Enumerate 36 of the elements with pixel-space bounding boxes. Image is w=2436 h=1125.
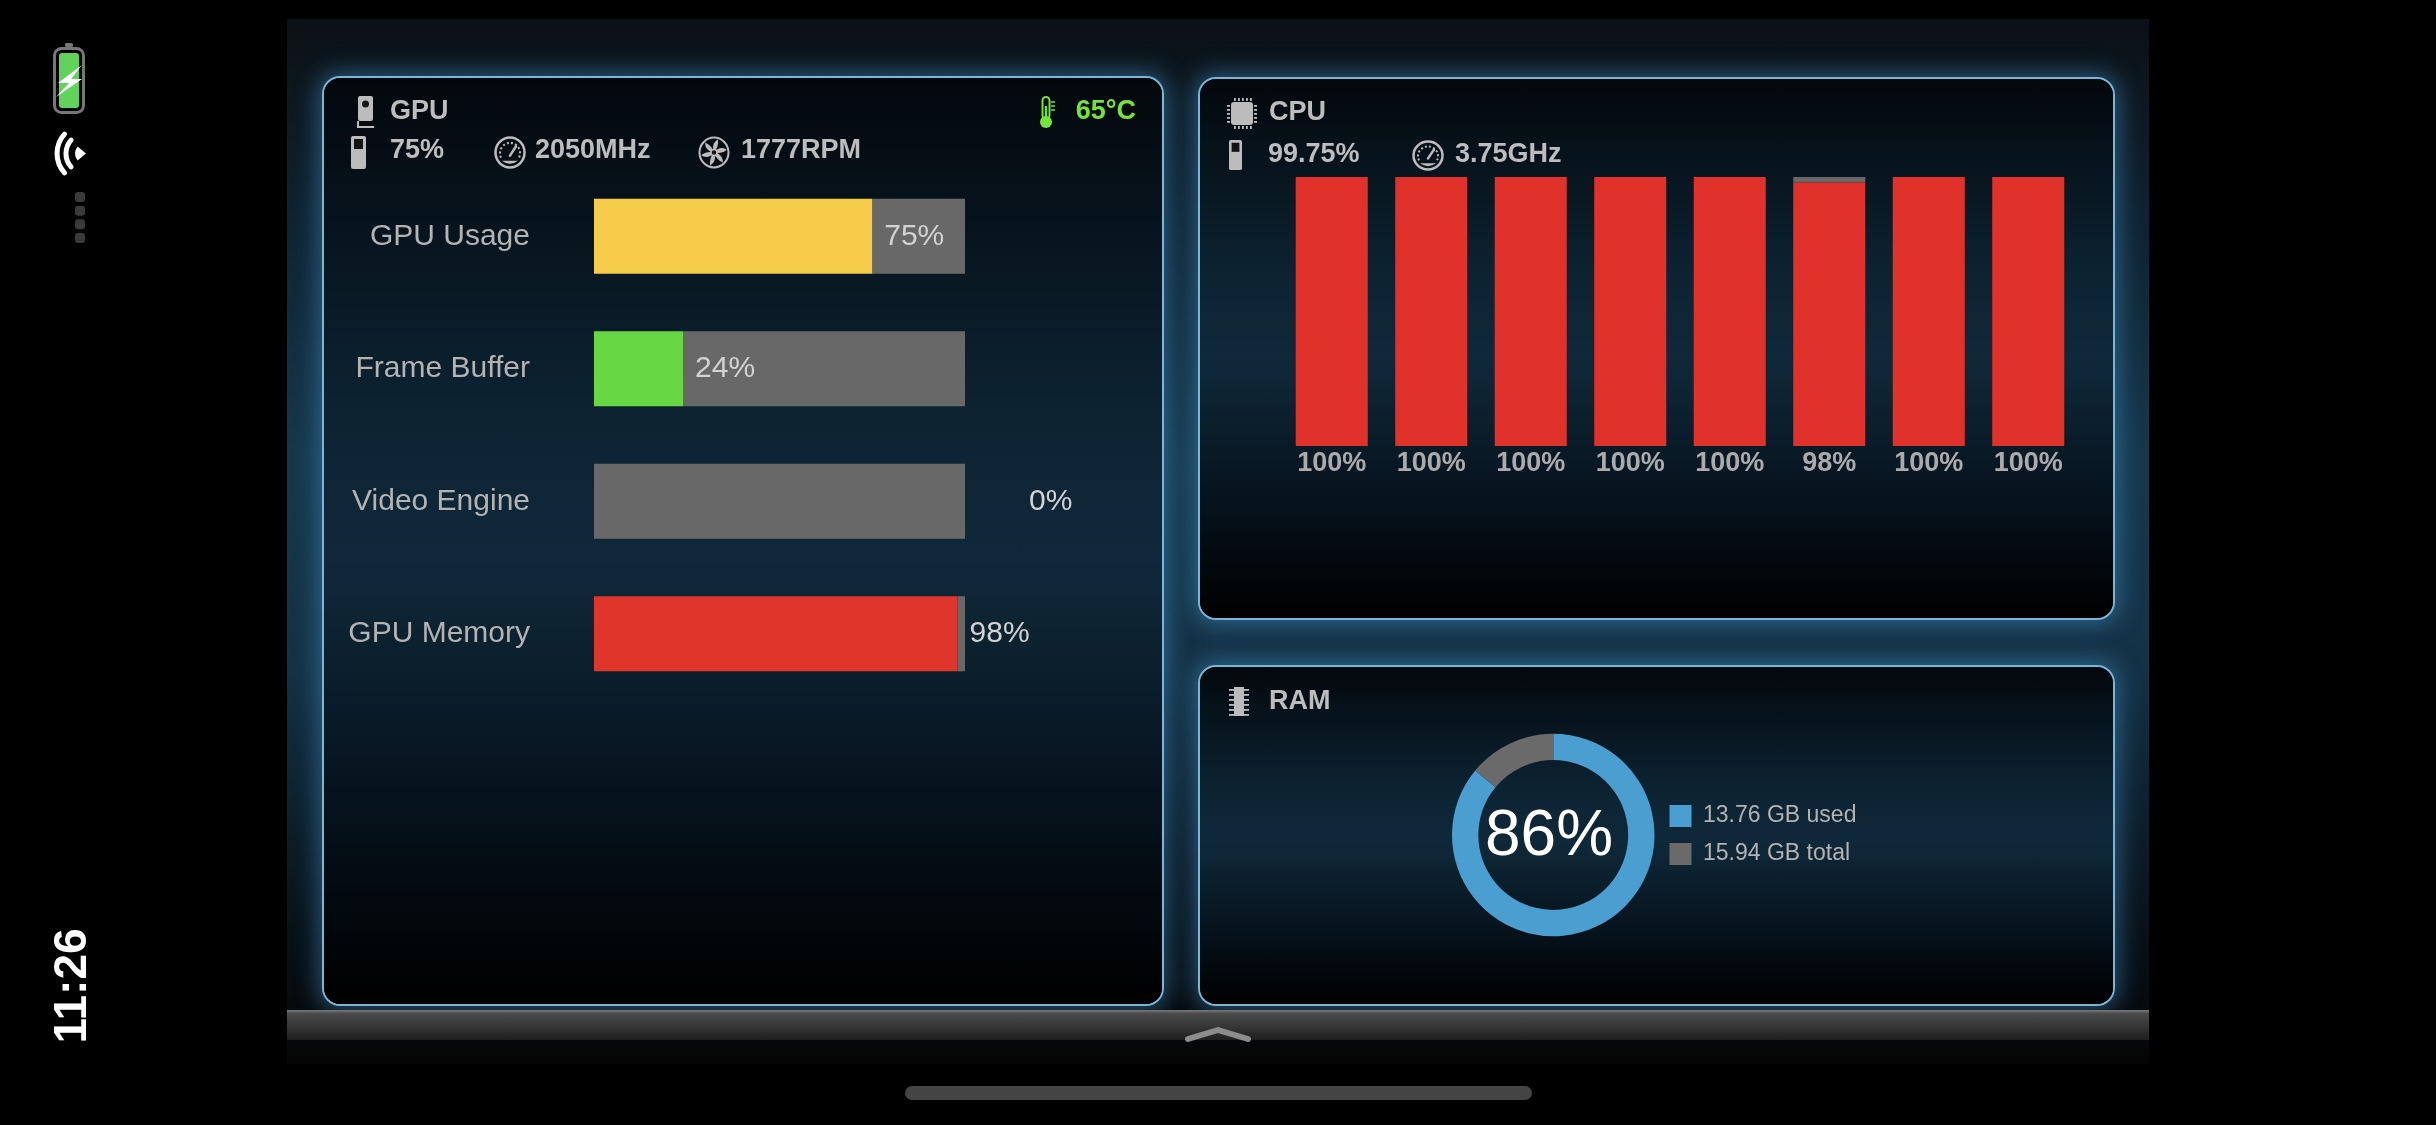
y-tick-label: GPU Usage [369, 217, 530, 251]
bar [594, 463, 965, 539]
data-label: 100% [1993, 446, 2063, 477]
text: 2050MHz [535, 134, 651, 164]
data-label: 100% [1496, 446, 1566, 477]
chart-title: GPU [390, 95, 449, 125]
chart-title: CPU [1269, 96, 1327, 126]
text: 3.75GHz [1455, 138, 1562, 168]
data-label: 24% [695, 350, 756, 384]
bar [683, 331, 965, 407]
data-label: 100% [1396, 446, 1466, 477]
bar [957, 596, 965, 672]
text: 99.75% [1268, 138, 1360, 168]
bar [872, 198, 965, 274]
text: 75% [390, 134, 445, 164]
chart-title: RAM [1269, 685, 1331, 715]
bar [594, 596, 958, 672]
legend-label: 15.94 GB total [1703, 839, 1851, 866]
bar [594, 198, 873, 274]
data-label: 98% [969, 615, 1030, 649]
text: 1777RPM [741, 134, 862, 164]
y-tick-label: Video Engine [352, 482, 530, 516]
bar [594, 331, 684, 407]
data-label: 0% [1029, 482, 1073, 516]
text: 86% [1484, 797, 1614, 869]
data-label: 100% [1695, 446, 1765, 477]
data-label: 100% [1297, 446, 1367, 477]
text: 65°C [1075, 95, 1136, 125]
text: 11:26 [44, 928, 96, 1044]
y-tick-label: GPU Memory [348, 615, 530, 649]
legend-label: 13.76 GB used [1703, 801, 1857, 828]
data-label: 100% [1595, 446, 1665, 477]
data-label: 100% [1894, 446, 1964, 477]
data-label: 98% [1802, 446, 1857, 477]
data-label: 75% [884, 217, 945, 251]
y-tick-label: Frame Buffer [355, 350, 530, 384]
